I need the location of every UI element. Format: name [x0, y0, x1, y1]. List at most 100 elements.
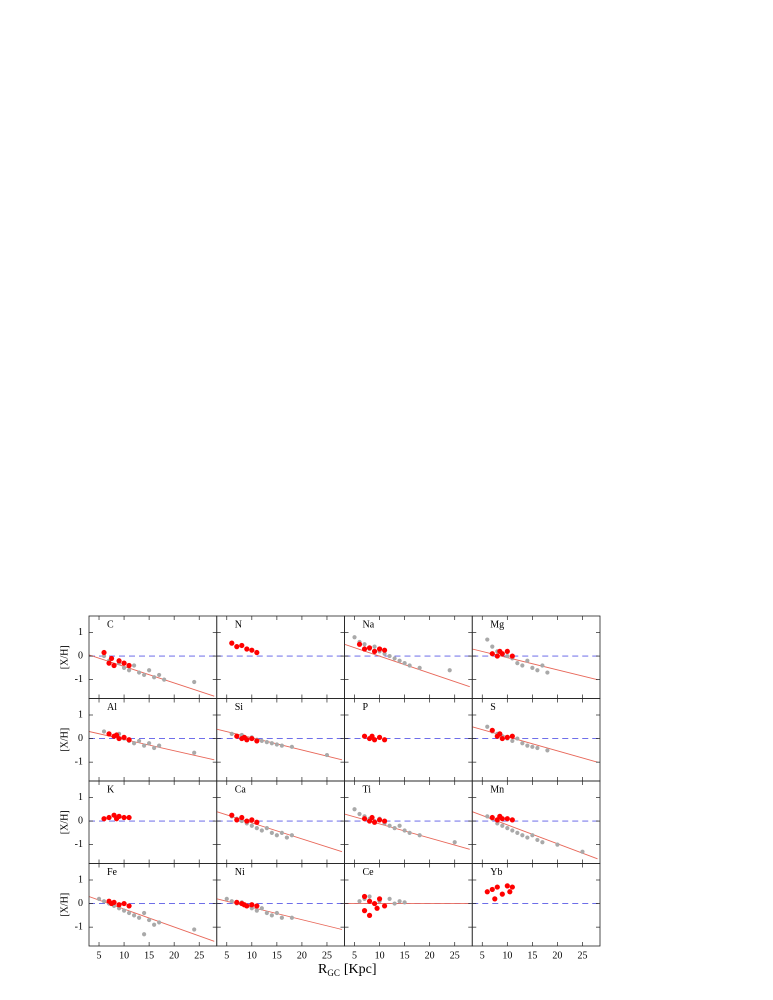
y-tick-label: 0	[78, 650, 83, 661]
panel: 1 0 -1 C [X/H]	[59, 615, 218, 699]
literature-point	[224, 896, 229, 901]
literature-point	[387, 653, 392, 659]
x-tick-label: 15	[144, 950, 154, 961]
y-tick-label: -1	[75, 921, 83, 932]
literature-point	[254, 908, 259, 913]
sample-point	[361, 646, 368, 652]
y-tick-label: 1	[78, 627, 83, 638]
panel: Mg	[471, 615, 601, 699]
literature-point	[269, 830, 274, 835]
sample-point	[504, 734, 510, 740]
literature-point	[121, 908, 127, 913]
x-tick-label: 5	[97, 950, 102, 961]
panel-plot	[344, 733, 473, 743]
literature-point	[254, 826, 259, 831]
literature-point	[352, 635, 357, 640]
literature-point	[259, 738, 264, 744]
sample-point	[509, 817, 515, 823]
sample-point	[254, 903, 260, 909]
sample-point	[249, 647, 255, 653]
x-tick-label: 25	[577, 950, 587, 961]
literature-point	[279, 915, 284, 920]
literature-point	[126, 910, 132, 916]
sample-point	[254, 738, 260, 744]
literature-point	[392, 656, 397, 661]
literature-point	[392, 826, 397, 831]
panel-title: Si	[235, 702, 244, 713]
x-label-unit: [Kpc]	[344, 962, 377, 977]
literature-point	[580, 849, 585, 854]
sample-point	[499, 891, 505, 897]
literature-point	[147, 668, 152, 673]
literature-point	[101, 729, 107, 734]
sample-point	[126, 737, 132, 743]
literature-point	[136, 738, 142, 744]
sample-point	[376, 734, 383, 740]
literature-point	[515, 661, 520, 666]
literature-point	[324, 752, 330, 758]
literature-point	[397, 823, 402, 828]
literature-point	[382, 651, 387, 656]
literature-point	[269, 741, 274, 746]
y-tick-label: 0	[78, 733, 83, 744]
sample-point	[244, 818, 250, 824]
literature-point	[515, 830, 520, 835]
sample-point	[121, 900, 127, 907]
sample-point	[239, 642, 245, 649]
fit-line	[216, 728, 343, 761]
sample-point	[381, 647, 388, 653]
literature-point	[352, 807, 357, 812]
panel: 5 10 15 20 25 Ce	[344, 863, 473, 961]
y-axis-label: [X/H]	[59, 810, 70, 834]
x-tick-label: 15	[272, 950, 282, 961]
sample-point	[101, 649, 107, 656]
literature-point	[535, 745, 540, 751]
literature-point	[279, 830, 284, 835]
literature-point	[229, 899, 234, 904]
literature-point	[397, 658, 402, 663]
sample-point	[244, 737, 250, 743]
panel-title: Ce	[363, 867, 375, 878]
sample-point	[254, 819, 260, 825]
sample-point	[116, 735, 122, 742]
x-tick-label: 5	[224, 950, 229, 961]
sample-point	[494, 884, 500, 890]
sample-point	[249, 902, 255, 908]
panel-title: Al	[107, 702, 117, 713]
x-tick-label: 5	[352, 950, 357, 961]
panel-title: Mg	[490, 619, 504, 630]
y-tick-label: 1	[78, 874, 83, 885]
literature-point	[279, 743, 284, 748]
literature-point	[289, 744, 294, 749]
literature-point	[515, 736, 520, 741]
x-axis-label: RGC [Kpc]	[318, 962, 377, 978]
sample-point	[376, 646, 383, 652]
literature-point	[520, 833, 525, 838]
panel-plot	[89, 729, 217, 761]
literature-point	[555, 842, 560, 847]
y-tick-label: 1	[78, 709, 83, 720]
sample-point	[489, 886, 495, 893]
literature-point	[274, 910, 279, 916]
panel-plot	[216, 896, 345, 930]
panel-plot	[216, 640, 345, 657]
x-tick-label: 25	[450, 950, 460, 961]
literature-point	[447, 668, 452, 673]
sample-point	[499, 735, 505, 742]
sample-point	[374, 905, 380, 911]
y-tick-label: -1	[75, 674, 83, 685]
literature-point	[101, 899, 107, 904]
sample-point	[371, 819, 378, 825]
literature-point	[142, 910, 147, 916]
panel-plot	[89, 896, 217, 942]
sample-point	[366, 898, 373, 904]
x-tick-label: 5	[480, 950, 485, 961]
literature-point	[192, 750, 197, 755]
sample-point	[504, 816, 510, 822]
literature-point	[525, 658, 530, 663]
x-label-sub: GC	[327, 968, 340, 978]
literature-point	[131, 663, 137, 668]
y-tick-label: -1	[75, 839, 83, 850]
y-axis-label: [X/H]	[59, 645, 70, 669]
sample-point	[126, 814, 132, 821]
